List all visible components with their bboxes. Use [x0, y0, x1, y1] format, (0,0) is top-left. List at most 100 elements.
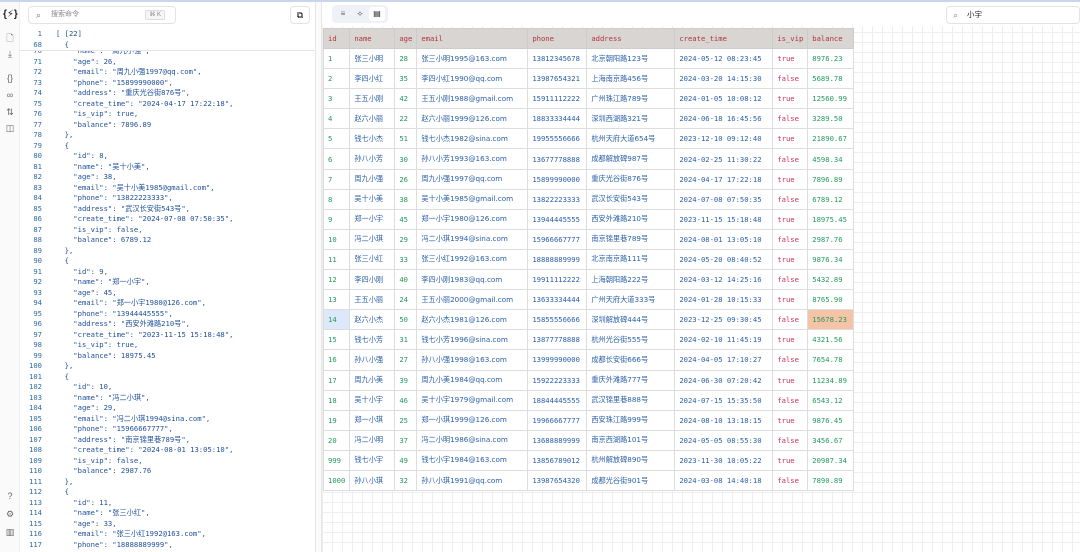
- table-row[interactable]: 19 郑一小琪 25 郑一小琪1999@126.com 19966667777 西安珠江路…: [322, 409, 855, 431]
- cell-name[interactable]: 吴十小美: [349, 188, 396, 210]
- cell-phone[interactable]: 13987654321: [527, 68, 588, 90]
- cell-name[interactable]: 周九小强: [349, 168, 396, 190]
- cell-is_vip[interactable]: false: [772, 188, 809, 210]
- cell-is_vip[interactable]: false: [772, 429, 809, 451]
- cell-id[interactable]: 5: [322, 128, 351, 150]
- cell-name[interactable]: 张三小明: [349, 47, 396, 70]
- cell-name[interactable]: 李四小红: [349, 68, 396, 90]
- cell-balance[interactable]: 7896.89: [807, 168, 855, 190]
- cell-name[interactable]: 赵六小丽: [349, 108, 396, 130]
- cell-is_vip[interactable]: true: [772, 208, 809, 230]
- cell-phone[interactable]: 19955556666: [527, 128, 588, 150]
- cell-is_vip[interactable]: true: [772, 449, 809, 471]
- cell-id[interactable]: 10: [322, 228, 351, 250]
- cell-name[interactable]: 王五小丽: [349, 289, 396, 311]
- cell-id[interactable]: 19: [322, 409, 351, 431]
- cell-email[interactable]: 赵六小丽1999@126.com: [416, 108, 529, 130]
- cell-address[interactable]: 南京西湖路101号: [586, 429, 676, 451]
- cell-age[interactable]: 26: [394, 168, 418, 190]
- cell-address[interactable]: 杭州光谷街555号: [586, 329, 676, 351]
- cell-age[interactable]: 33: [394, 248, 418, 271]
- text-view-icon[interactable]: ≡: [340, 9, 346, 18]
- table-search-input[interactable]: ⌕ 小宇: [946, 6, 1080, 24]
- cell-is_vip[interactable]: false: [772, 309, 809, 331]
- cell-balance[interactable]: 15678.23: [807, 309, 855, 331]
- panel-resize-handle[interactable]: [315, 2, 322, 552]
- cell-is_vip[interactable]: false: [772, 389, 809, 411]
- cell-age[interactable]: 35: [394, 68, 418, 90]
- cell-address[interactable]: 西安外滩路210号: [586, 208, 676, 230]
- cell-balance[interactable]: 8765.90: [807, 289, 855, 311]
- cell-id[interactable]: 11: [322, 248, 351, 271]
- table-row[interactable]: 4 赵六小丽 22 赵六小丽1999@126.com 18833334444 深圳西湖路3…: [322, 108, 855, 130]
- cell-address[interactable]: 杭州解放碑890号: [586, 449, 676, 471]
- cell-is_vip[interactable]: false: [772, 349, 809, 371]
- table-row[interactable]: 9 郑一小宇 45 郑一小宇1980@126.com 13944445555 西安外滩路2…: [322, 208, 855, 230]
- cell-phone[interactable]: 15911112222: [527, 88, 588, 110]
- cell-address[interactable]: 深圳解放碑444号: [586, 309, 676, 331]
- table-row[interactable]: 8 吴十小美 38 吴十小美1985@gmail.com 13822223333 武汉长安…: [322, 188, 855, 210]
- cell-address[interactable]: 上海朝阳路222号: [586, 269, 676, 291]
- cell-balance[interactable]: 7890.89: [807, 469, 855, 492]
- cell-age[interactable]: 45: [394, 208, 418, 230]
- cell-is_vip[interactable]: false: [772, 469, 809, 492]
- cell-create_time[interactable]: 2024-01-28 10:15:33: [674, 289, 774, 311]
- command-search-input[interactable]: ⌕ 搜索命令 ⌘ K: [28, 6, 176, 24]
- cell-email[interactable]: 孙八小琪1991@qq.com: [416, 469, 529, 492]
- cell-name[interactable]: 郑一小琪: [349, 409, 396, 431]
- cell-address[interactable]: 重庆光谷街876号: [586, 168, 676, 190]
- cell-phone[interactable]: 19911112222: [527, 269, 588, 291]
- cell-is_vip[interactable]: true: [772, 88, 809, 110]
- cell-is_vip[interactable]: true: [772, 168, 809, 190]
- cell-name[interactable]: 吴十小宇: [349, 389, 396, 411]
- code-editor[interactable]: 70 "name": "周九小强", 71 "age": 26, 72 "email…: [20, 29, 315, 552]
- cell-email[interactable]: 王五小刚1988@gmail.com: [416, 88, 529, 110]
- table-row[interactable]: 7 周九小强 26 周九小强1997@qq.com 15899990000 重庆光谷街87…: [322, 168, 855, 190]
- cell-name[interactable]: 孙八小强: [349, 349, 396, 371]
- cell-create_time[interactable]: 2024-08-01 13:05:10: [674, 228, 774, 250]
- cell-name[interactable]: 冯二小琪: [349, 228, 396, 250]
- copy-button[interactable]: ⧉: [290, 6, 310, 24]
- cell-is_vip[interactable]: false: [772, 269, 809, 291]
- cell-balance[interactable]: 4598.34: [807, 148, 855, 170]
- table-row[interactable]: 11 张三小红 33 张三小红1992@163.com 18888889999 北京南京路…: [322, 248, 855, 271]
- cell-address[interactable]: 成都光谷街901号: [586, 469, 676, 492]
- column-header-name[interactable]: name: [349, 28, 396, 49]
- cell-address[interactable]: 广州天府大道333号: [586, 289, 676, 311]
- cell-create_time[interactable]: 2024-03-20 14:15:30: [674, 68, 774, 90]
- braces-icon[interactable]: {}: [6, 73, 13, 83]
- cell-age[interactable]: 40: [394, 269, 418, 291]
- tree-view-icon[interactable]: ⟡: [357, 9, 363, 18]
- cell-name[interactable]: 王五小刚: [349, 88, 396, 110]
- cell-balance[interactable]: 5689.78: [807, 68, 855, 90]
- table-row[interactable]: 17 周九小美 39 周九小美1984@qq.com 15922223333 重庆外滩路7…: [322, 369, 855, 391]
- cell-address[interactable]: 成都长安街666号: [586, 349, 676, 371]
- cell-phone[interactable]: 15855556666: [527, 309, 588, 331]
- cell-email[interactable]: 张三小明1995@163.com: [416, 47, 529, 70]
- cell-create_time[interactable]: 2024-08-10 13:18:15: [674, 409, 774, 431]
- cell-name[interactable]: 钱七小宇: [349, 449, 396, 471]
- cell-create_time[interactable]: 2024-06-18 16:45:56: [674, 108, 774, 130]
- cell-phone[interactable]: 13877778888: [527, 329, 588, 351]
- cell-age[interactable]: 30: [394, 148, 418, 170]
- cell-name[interactable]: 钱七小芳: [349, 329, 396, 351]
- cell-email[interactable]: 钱七小芳1996@sina.com: [416, 329, 529, 351]
- column-header-create_time[interactable]: create_time: [674, 28, 774, 49]
- cell-id[interactable]: 1: [322, 47, 351, 70]
- sort-icon[interactable]: ⇅: [6, 107, 14, 117]
- cell-email[interactable]: 冯二小明1986@sina.com: [416, 429, 529, 451]
- cell-phone[interactable]: 15922223333: [527, 369, 588, 391]
- cell-age[interactable]: 46: [394, 389, 418, 411]
- cell-create_time[interactable]: 2024-04-17 17:22:18: [674, 168, 774, 190]
- cell-create_time[interactable]: 2024-07-08 07:50:35: [674, 188, 774, 210]
- cell-age[interactable]: 42: [394, 88, 418, 110]
- cell-balance[interactable]: 8976.23: [807, 47, 855, 70]
- cell-phone[interactable]: 13944445555: [527, 208, 588, 230]
- cell-balance[interactable]: 11234.89: [807, 369, 855, 391]
- cell-phone[interactable]: 18833334444: [527, 108, 588, 130]
- cell-phone[interactable]: 13856789012: [527, 449, 588, 471]
- cell-email[interactable]: 李四小刚1983@qq.com: [416, 269, 529, 291]
- cell-address[interactable]: 武汉长安街543号: [586, 188, 676, 210]
- cell-age[interactable]: 49: [394, 449, 418, 471]
- cell-email[interactable]: 孙八小强1998@163.com: [416, 349, 529, 371]
